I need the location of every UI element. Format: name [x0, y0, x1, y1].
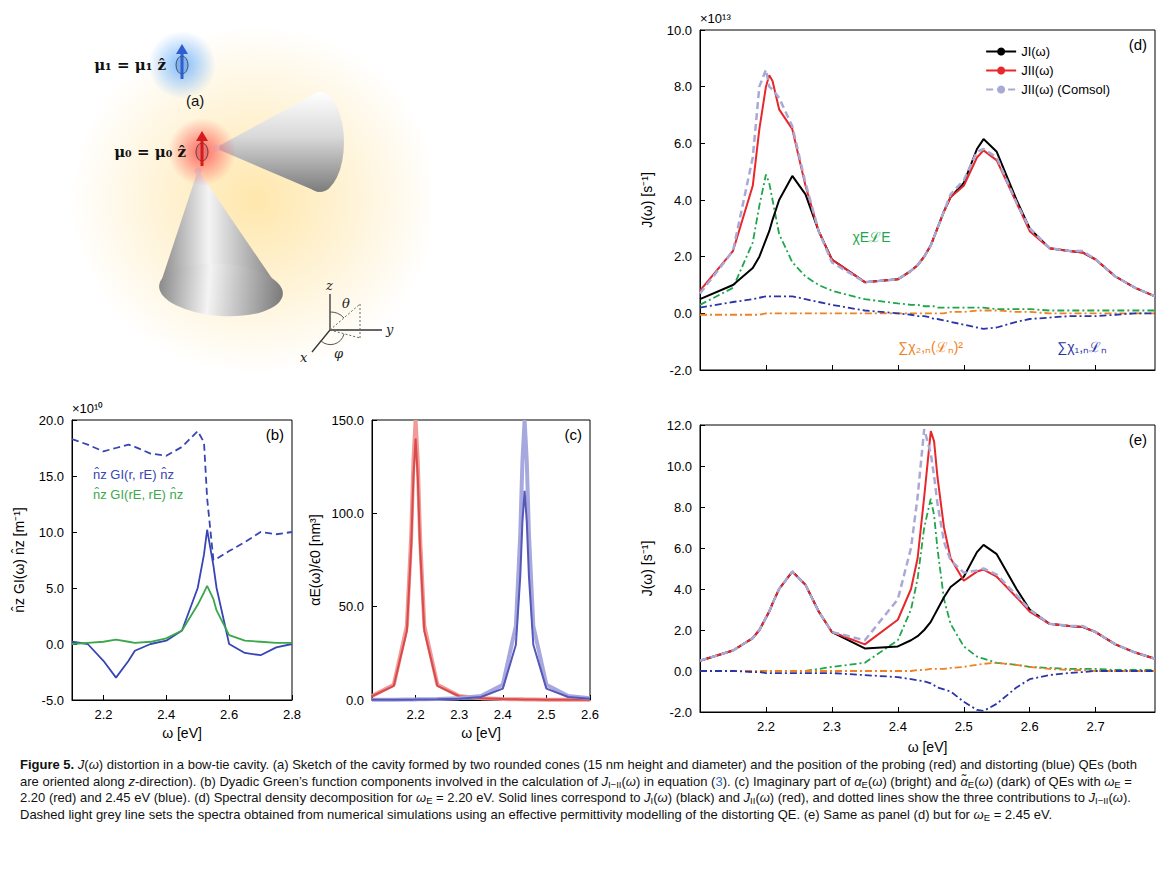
svg-text:n̂z GI(rE, rE) n̂z: n̂z GI(rE, rE) n̂z	[93, 487, 183, 502]
svg-text:10.0: 10.0	[667, 23, 692, 38]
svg-text:∑χ₂,ₙ(ℒₙ)²: ∑χ₂,ₙ(ℒₙ)²	[898, 339, 963, 355]
svg-text:2.5: 2.5	[955, 719, 973, 734]
svg-text:(e): (e)	[1129, 431, 1147, 448]
svg-text:ω [eV]: ω [eV]	[461, 725, 501, 741]
svg-text:2.6: 2.6	[220, 707, 238, 722]
svg-text:20.0: 20.0	[39, 413, 64, 428]
svg-text:2.5: 2.5	[537, 707, 555, 722]
svg-text:10.0: 10.0	[667, 459, 692, 474]
svg-text:6.0: 6.0	[674, 541, 692, 556]
svg-text:J(ω) [s⁻¹]: J(ω) [s⁻¹]	[639, 541, 655, 597]
svg-text:12.0: 12.0	[667, 418, 692, 433]
svg-text:10.0: 10.0	[39, 525, 64, 540]
svg-text:2.0: 2.0	[674, 249, 692, 264]
svg-text:15.0: 15.0	[39, 469, 64, 484]
svg-text:100.0: 100.0	[331, 506, 364, 521]
svg-text:2.3: 2.3	[450, 707, 468, 722]
svg-text:2.2: 2.2	[407, 707, 425, 722]
svg-text:2.4: 2.4	[889, 719, 907, 734]
svg-text:(d): (d)	[1129, 36, 1147, 53]
svg-text:2.2: 2.2	[94, 707, 112, 722]
svg-text:-2.0: -2.0	[670, 363, 692, 378]
svg-text:8.0: 8.0	[674, 500, 692, 515]
svg-text:0.0: 0.0	[674, 664, 692, 679]
svg-text:z: z	[325, 278, 333, 293]
svg-text:2.4: 2.4	[494, 707, 512, 722]
svg-text:JI(ω): JI(ω)	[1021, 44, 1050, 59]
svg-text:-5.0: -5.0	[42, 693, 64, 708]
svg-text:0.0: 0.0	[674, 306, 692, 321]
svg-text:150.0: 150.0	[331, 413, 364, 428]
svg-text:μ₀ = μ₀ ẑ: μ₀ = μ₀ ẑ	[114, 143, 186, 161]
svg-text:0.0: 0.0	[46, 637, 64, 652]
svg-text:JII(ω) (Comsol): JII(ω) (Comsol)	[1021, 82, 1110, 97]
svg-text:αE(ω)/ϵ0 [nm³]: αE(ω)/ϵ0 [nm³]	[307, 514, 323, 605]
svg-text:2.4: 2.4	[157, 707, 175, 722]
svg-text:J(ω) [s⁻¹]: J(ω) [s⁻¹]	[639, 172, 655, 228]
svg-text:2.0: 2.0	[674, 623, 692, 638]
svg-text:JII(ω): JII(ω)	[1021, 63, 1054, 78]
svg-text:×10¹³: ×10¹³	[700, 11, 731, 26]
svg-text:2.3: 2.3	[823, 719, 841, 734]
svg-text:2.7: 2.7	[1087, 719, 1105, 734]
svg-text:μ₁ = μ₁ ẑ: μ₁ = μ₁ ẑ	[94, 56, 166, 74]
svg-text:(a): (a)	[186, 92, 204, 109]
svg-text:ω [eV]: ω [eV]	[908, 739, 948, 755]
svg-text:-2.0: -2.0	[670, 705, 692, 720]
svg-text:∑χ₁,ₙℒₙ: ∑χ₁,ₙℒₙ	[1057, 339, 1107, 355]
html-text:Figure 5. J (ω) distortion in: Figure 5. J (ω) distortion in a bow-tie …	[20, 757, 1137, 823]
svg-text:50.0: 50.0	[339, 599, 364, 614]
svg-text:n̂z GI(ω) n̂z [m⁻¹]: n̂z GI(ω) n̂z [m⁻¹]	[11, 507, 27, 612]
svg-text:2.8: 2.8	[283, 707, 301, 722]
svg-text:(b): (b)	[266, 426, 284, 443]
svg-text:n̂z GI(r, rE) n̂z: n̂z GI(r, rE) n̂z	[93, 467, 174, 482]
svg-text:θ: θ	[342, 296, 350, 311]
svg-text:×10¹⁰: ×10¹⁰	[72, 401, 103, 416]
svg-text:0.0: 0.0	[346, 693, 364, 708]
svg-text:2.2: 2.2	[757, 719, 775, 734]
svg-text:5.0: 5.0	[46, 581, 64, 596]
svg-text:8.0: 8.0	[674, 79, 692, 94]
svg-text:2.6: 2.6	[1021, 719, 1039, 734]
svg-text:x: x	[300, 350, 308, 365]
svg-text:φ: φ	[334, 346, 344, 361]
svg-text:4.0: 4.0	[674, 193, 692, 208]
svg-text:y: y	[385, 322, 394, 337]
svg-text:χEℒE: χEℒE	[853, 229, 891, 245]
svg-text:2.6: 2.6	[581, 707, 599, 722]
svg-text:ω [eV]: ω [eV]	[162, 725, 202, 741]
svg-text:(c): (c)	[565, 426, 583, 443]
svg-text:6.0: 6.0	[674, 136, 692, 151]
svg-text:4.0: 4.0	[674, 582, 692, 597]
